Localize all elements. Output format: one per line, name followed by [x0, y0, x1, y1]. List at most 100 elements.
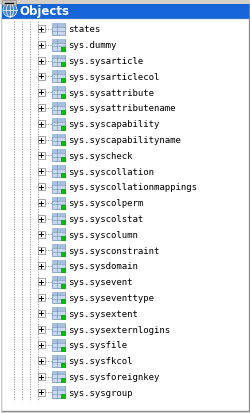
Bar: [61, 79, 66, 84]
Bar: [52, 197, 65, 201]
Text: sys.syscolstat: sys.syscolstat: [68, 214, 143, 223]
Bar: [61, 347, 66, 352]
Bar: [61, 205, 66, 210]
Bar: [38, 263, 45, 270]
Bar: [52, 134, 65, 138]
Bar: [38, 200, 45, 206]
Bar: [52, 150, 65, 154]
Bar: [61, 126, 66, 131]
Bar: [61, 316, 66, 320]
Bar: [52, 213, 65, 225]
Bar: [61, 173, 66, 178]
Bar: [52, 134, 65, 146]
Bar: [38, 58, 45, 65]
Bar: [38, 294, 45, 301]
Bar: [52, 387, 65, 398]
Bar: [52, 103, 65, 114]
Text: sys.syscollation: sys.syscollation: [68, 167, 154, 176]
Bar: [38, 89, 45, 96]
Bar: [61, 237, 66, 242]
Bar: [38, 310, 45, 317]
Bar: [61, 142, 66, 147]
Bar: [52, 213, 65, 217]
Bar: [52, 24, 65, 36]
Bar: [52, 276, 65, 288]
Bar: [52, 71, 65, 83]
Text: sys.sysfile: sys.sysfile: [68, 341, 126, 349]
Bar: [38, 152, 45, 159]
Bar: [2, 2, 248, 20]
Bar: [61, 284, 66, 289]
Bar: [61, 221, 66, 226]
Text: sys.sysarticlecol: sys.sysarticlecol: [68, 73, 159, 82]
Bar: [38, 105, 45, 112]
Bar: [38, 26, 45, 33]
Bar: [38, 184, 45, 191]
Bar: [52, 103, 65, 107]
Bar: [38, 42, 45, 49]
Bar: [61, 47, 66, 52]
Bar: [52, 40, 65, 52]
Bar: [52, 339, 65, 343]
Bar: [38, 121, 45, 128]
Bar: [61, 378, 66, 384]
Bar: [52, 55, 65, 67]
Text: sys.syscolperm: sys.syscolperm: [68, 199, 143, 208]
Bar: [61, 268, 66, 273]
Bar: [38, 247, 45, 254]
Bar: [61, 111, 66, 116]
Bar: [52, 371, 65, 375]
Text: sys.sysfkcol: sys.sysfkcol: [68, 356, 132, 366]
Text: sys.sysforeignkey: sys.sysforeignkey: [68, 372, 159, 381]
Text: sys.syscapability: sys.syscapability: [68, 120, 159, 129]
Bar: [38, 168, 45, 175]
Bar: [61, 394, 66, 399]
Bar: [52, 323, 65, 327]
Text: states: states: [68, 25, 100, 34]
Text: sys.sysattribute: sys.sysattribute: [68, 88, 154, 97]
Bar: [52, 355, 65, 359]
Bar: [52, 229, 65, 233]
Text: Objects: Objects: [19, 5, 69, 17]
Text: sys.sysdomain: sys.sysdomain: [68, 262, 137, 271]
Bar: [52, 244, 65, 256]
Bar: [52, 40, 65, 43]
Text: sys.sysattributename: sys.sysattributename: [68, 104, 175, 113]
Bar: [52, 87, 65, 99]
Bar: [52, 260, 65, 272]
Bar: [52, 244, 65, 248]
Bar: [38, 137, 45, 144]
Bar: [38, 216, 45, 223]
Text: sys.sysextent: sys.sysextent: [68, 309, 137, 318]
Bar: [52, 71, 65, 75]
Circle shape: [3, 4, 17, 18]
Text: sys.syscheck: sys.syscheck: [68, 152, 132, 160]
Text: sys.dummy: sys.dummy: [68, 41, 116, 50]
Bar: [52, 355, 65, 367]
Text: sys.sysexternlogins: sys.sysexternlogins: [68, 325, 170, 334]
Bar: [52, 292, 65, 304]
Bar: [61, 331, 66, 336]
Bar: [52, 182, 65, 193]
Bar: [52, 87, 65, 91]
Bar: [38, 357, 45, 364]
Bar: [52, 166, 65, 178]
Bar: [61, 95, 66, 100]
Bar: [52, 119, 65, 130]
Bar: [52, 260, 65, 264]
Bar: [38, 389, 45, 396]
Bar: [0, 0, 250, 5]
Text: sys.sysevent: sys.sysevent: [68, 278, 132, 287]
Bar: [52, 323, 65, 335]
Bar: [52, 308, 65, 319]
Bar: [61, 63, 66, 68]
Text: sys.syscapabilityname: sys.syscapabilityname: [68, 136, 180, 145]
Bar: [38, 326, 45, 333]
Bar: [52, 150, 65, 162]
Bar: [52, 24, 65, 28]
Text: sys.sysconstraint: sys.sysconstraint: [68, 246, 159, 255]
Bar: [61, 363, 66, 368]
Bar: [38, 278, 45, 285]
Text: sys.syscollationmappings: sys.syscollationmappings: [68, 183, 196, 192]
Bar: [52, 276, 65, 280]
